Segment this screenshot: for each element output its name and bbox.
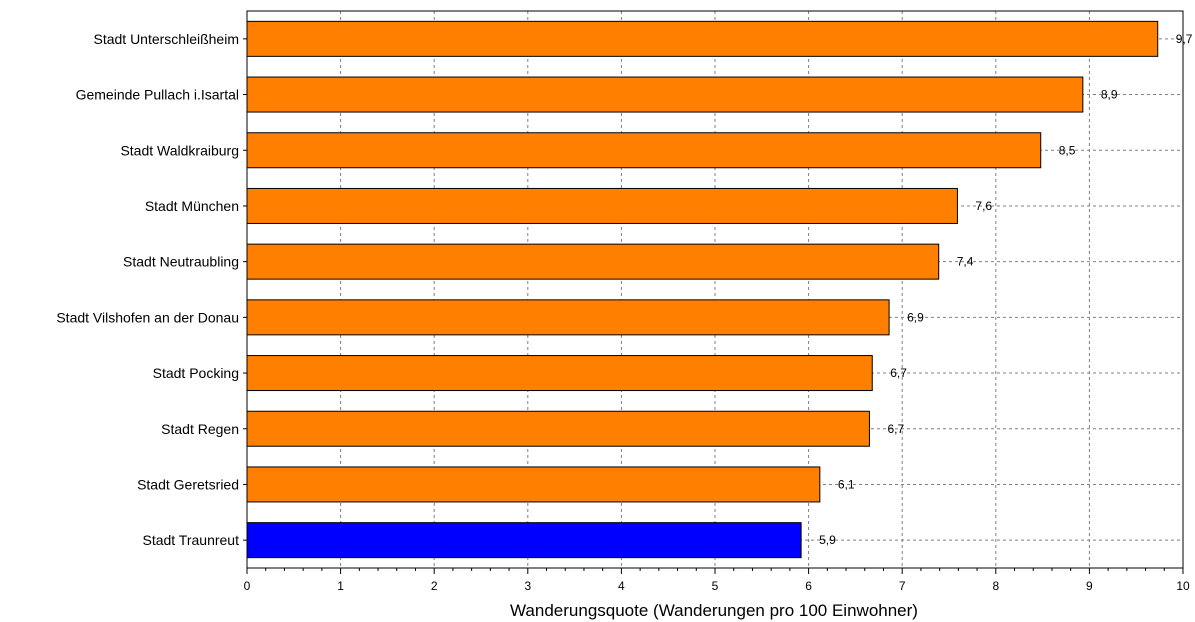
- category-label: Stadt Pocking: [153, 365, 239, 381]
- bar: [246, 522, 802, 559]
- x-tick-label: 4: [618, 579, 625, 593]
- labels: Stadt Unterschleißheim 9,7 Gemeinde Pullac…: [56, 31, 1192, 593]
- x-tick-label: 3: [524, 579, 531, 593]
- value-label: 6,7: [890, 366, 907, 380]
- bar: [246, 410, 870, 447]
- bar: [246, 187, 958, 224]
- value-label: 8,9: [1101, 88, 1118, 102]
- category-label: Stadt Waldkraiburg: [120, 142, 239, 158]
- bars: [246, 20, 1159, 559]
- plot-frame: [243, 10, 1184, 574]
- value-label: 8,5: [1059, 143, 1076, 157]
- x-tick-label: 10: [1176, 579, 1190, 593]
- category-label: Gemeinde Pullach i.Isartal: [76, 87, 239, 103]
- x-tick-label: 8: [992, 579, 999, 593]
- x-axis-title: Wanderungsquote (Wanderungen pro 100 Ein…: [510, 601, 918, 620]
- bar: [246, 466, 821, 503]
- value-label: 6,1: [838, 477, 855, 491]
- bar: [246, 299, 890, 336]
- bar: [246, 132, 1042, 169]
- x-tick-label: 7: [899, 579, 906, 593]
- category-label: Stadt Neutraubling: [123, 254, 239, 270]
- bar: [246, 243, 940, 280]
- category-label: Stadt Traunreut: [142, 532, 239, 548]
- value-label: 5,9: [819, 533, 836, 547]
- x-tick-label: 2: [431, 579, 438, 593]
- value-label: 6,7: [887, 422, 904, 436]
- x-tick-label: 9: [1086, 579, 1093, 593]
- value-label: 7,6: [975, 199, 992, 213]
- category-label: Stadt Regen: [161, 421, 239, 437]
- bar: [246, 76, 1084, 113]
- category-label: Stadt München: [145, 198, 239, 214]
- category-label: Stadt Unterschleißheim: [93, 31, 239, 47]
- value-label: 9,7: [1176, 32, 1193, 46]
- category-label: Stadt Geretsried: [137, 476, 239, 492]
- value-label: 7,4: [957, 255, 974, 269]
- bar: [246, 20, 1159, 57]
- category-label: Stadt Vilshofen an der Donau: [56, 309, 239, 325]
- value-label: 6,9: [907, 310, 924, 324]
- bar: [246, 355, 873, 392]
- x-tick-label: 6: [805, 579, 812, 593]
- x-tick-label: 5: [712, 579, 719, 593]
- x-tick-label: 0: [244, 579, 251, 593]
- x-tick-label: 1: [337, 579, 344, 593]
